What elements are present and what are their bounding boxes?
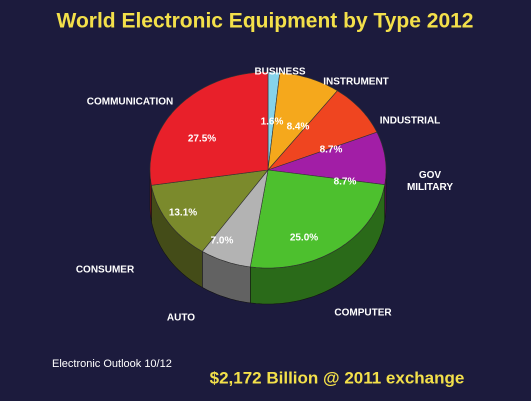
category-label: INSTRUMENT bbox=[323, 77, 389, 88]
category-label: INDUSTRIAL bbox=[380, 116, 441, 127]
slice bbox=[201, 169, 269, 268]
value-label: 8.7% bbox=[320, 145, 343, 156]
slice bbox=[151, 169, 269, 252]
value-label: 8.4% bbox=[287, 122, 310, 133]
value-label: 7.0% bbox=[211, 236, 234, 247]
footnote: $2,172 Billion @ 2011 exchange bbox=[210, 368, 465, 387]
slice bbox=[149, 71, 269, 186]
slice bbox=[267, 131, 387, 186]
slice bbox=[267, 72, 338, 171]
source-note: Electronic Outlook 10/12 bbox=[52, 358, 172, 370]
value-label: 25.0% bbox=[290, 233, 318, 244]
category-label: AUTO bbox=[167, 313, 195, 324]
slice bbox=[267, 90, 378, 171]
category-label: COMMUNICATION bbox=[87, 97, 173, 108]
category-label: BUSINESS bbox=[254, 67, 305, 78]
value-label: 1.6% bbox=[261, 117, 284, 128]
value-label: 8.7% bbox=[334, 177, 357, 188]
slice bbox=[249, 169, 386, 269]
chart-title: World Electronic Equipment by Type 2012 bbox=[57, 10, 474, 33]
category-label: CONSUMER bbox=[76, 265, 135, 276]
value-label: 13.1% bbox=[169, 208, 197, 219]
pie bbox=[149, 71, 387, 305]
category-label: GOV MILITARY bbox=[407, 170, 453, 193]
category-label: COMPUTER bbox=[334, 308, 392, 319]
value-label: 27.5% bbox=[188, 134, 216, 145]
